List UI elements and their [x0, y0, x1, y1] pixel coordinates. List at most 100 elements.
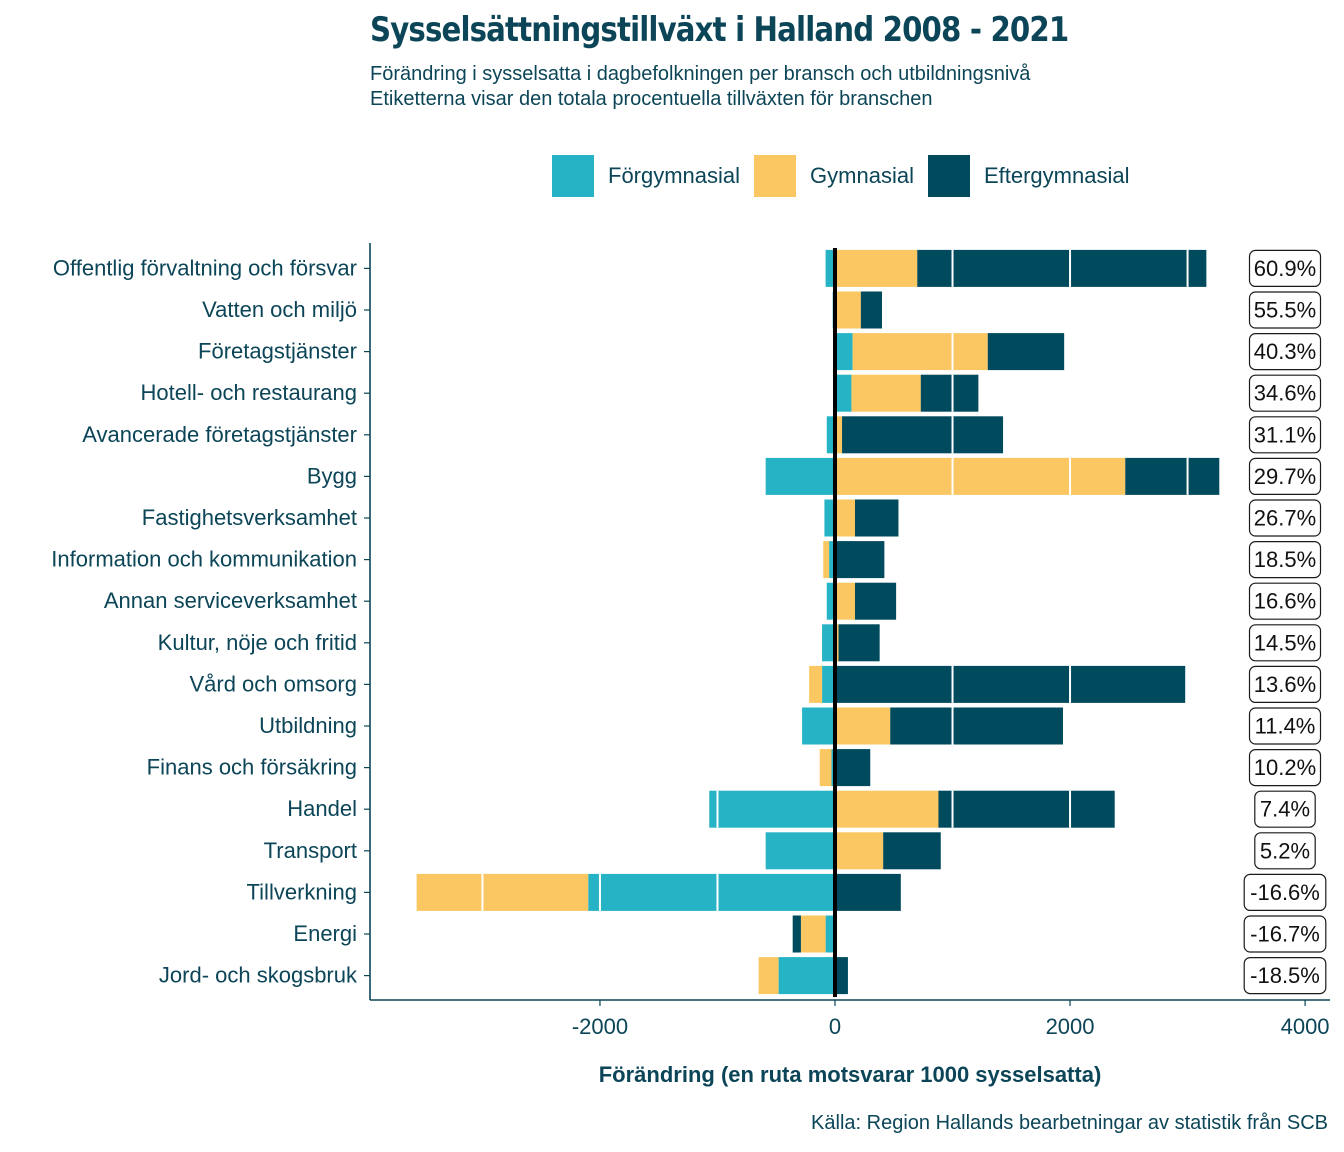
- total-growth-label: -16.6%: [1250, 880, 1320, 905]
- bar-segment-gymnasial: [852, 333, 988, 371]
- bar-segment-gymnasial: [823, 541, 830, 579]
- bar-segment-eftergymnasial: [883, 832, 941, 870]
- x-tick-label: -2000: [572, 1014, 628, 1039]
- y-tick-label: Utbildning: [259, 713, 357, 738]
- bar-segment-eftergymnasial: [987, 333, 1065, 371]
- total-growth-label-box: [1243, 915, 1327, 953]
- y-tick-label: Annan serviceverksamhet: [104, 588, 357, 613]
- total-growth-label: -18.5%: [1250, 963, 1320, 988]
- bar-segment-eftergymnasial: [917, 249, 1207, 287]
- total-growth-label-box: [1243, 873, 1327, 912]
- bar-segment-gymnasial: [835, 707, 891, 745]
- x-axis-label: Förändring (en ruta motsvarar 1000 sysse…: [598, 1062, 1102, 1087]
- chart-subtitle-line-1: Förändring i sysselsatta i dagbefolkning…: [370, 63, 1031, 85]
- y-tick-label: Offentlig förvaltning och försvar: [53, 255, 357, 280]
- y-tick-label: Transport: [264, 838, 357, 863]
- bar-segment-eftergymnasial: [835, 749, 871, 787]
- total-growth-label-box: [1248, 374, 1322, 412]
- total-growth-label-box: [1248, 499, 1322, 537]
- bar-segment-eftergymnasial: [860, 291, 883, 329]
- y-tick-label: Handel: [287, 796, 357, 821]
- bar-segment-förgymnasial: [709, 790, 835, 828]
- y-tick-label: Tillverkning: [247, 879, 357, 904]
- total-growth-label: 5.2%: [1260, 838, 1310, 863]
- bar-segment-eftergymnasial: [835, 873, 901, 911]
- x-tick-label: 0: [829, 1014, 841, 1039]
- bar-segment-gymnasial: [809, 665, 823, 703]
- total-growth-label: 14.5%: [1254, 630, 1316, 655]
- bar-segment-eftergymnasial: [890, 707, 1063, 745]
- bar-segment-förgymnasial: [824, 499, 835, 537]
- bar-segment-förgymnasial: [778, 957, 835, 995]
- total-growth-label: -16.7%: [1250, 922, 1320, 947]
- total-growth-label: 7.4%: [1260, 797, 1310, 822]
- y-tick-label: Bygg: [307, 463, 357, 488]
- total-growth-label: 13.6%: [1254, 672, 1316, 697]
- legend-label-forgymnasial: Förgymnasial: [608, 163, 741, 188]
- y-tick-label: Avancerade företagstjänster: [82, 422, 357, 447]
- bar-segment-förgymnasial: [826, 416, 835, 454]
- bar-segment-eftergymnasial: [1125, 457, 1220, 495]
- y-tick-label: Energi: [293, 921, 357, 946]
- total-growth-label-box: [1248, 707, 1322, 745]
- chart-title: Sysselsättningstillväxt i Halland 2008 -…: [370, 10, 1069, 50]
- bar-segment-eftergymnasial: [838, 624, 880, 662]
- total-growth-label: 18.5%: [1254, 547, 1316, 572]
- bar-segment-eftergymnasial: [920, 374, 979, 412]
- total-growth-label-box: [1248, 457, 1322, 495]
- x-tick-label: 4000: [1281, 1014, 1330, 1039]
- bar-segment-gymnasial: [835, 249, 918, 287]
- bar-segment-förgymnasial: [822, 665, 835, 703]
- total-growth-label: 55.5%: [1254, 298, 1316, 323]
- y-tick-label: Finans och försäkring: [147, 755, 357, 780]
- bar-segment-eftergymnasial: [854, 582, 897, 620]
- bar-segment-eftergymnasial: [938, 790, 1115, 828]
- y-tick-label: Information och kommunikation: [51, 547, 357, 572]
- bar-segment-förgymnasial: [835, 374, 852, 412]
- total-growth-label: 11.4%: [1255, 714, 1316, 739]
- bar-segment-gymnasial: [835, 499, 855, 537]
- legend-item-eftergymnasial: Eftergymnasial: [927, 155, 1129, 197]
- total-growth-label: 16.6%: [1254, 589, 1316, 614]
- legend-swatch-eftergymnasial: [927, 155, 970, 197]
- total-growth-label: 29.7%: [1254, 464, 1316, 489]
- legend-item-forgymnasial: Förgymnasial: [552, 155, 740, 197]
- total-growth-label-box: [1248, 540, 1322, 579]
- source-caption: Källa: Region Hallands bearbetningar av …: [811, 1112, 1328, 1134]
- total-growth-label: 26.7%: [1254, 506, 1316, 531]
- total-growth-label-box: [1243, 956, 1327, 995]
- bar-segment-gymnasial: [835, 582, 855, 620]
- bar-segment-förgymnasial: [826, 582, 835, 620]
- chart-subtitle-line-2: Etiketterna visar den totala procentuell…: [370, 88, 933, 110]
- bar-segment-förgymnasial: [835, 333, 853, 371]
- bar-segment-förgymnasial: [765, 832, 835, 870]
- bar-segment-förgymnasial: [802, 707, 835, 745]
- bar-segment-eftergymnasial: [854, 499, 899, 537]
- total-growth-label-box: [1248, 582, 1322, 620]
- y-tick-label: Företagstjänster: [198, 339, 357, 364]
- legend-label-gymnasial: Gymnasial: [810, 163, 914, 188]
- total-growth-label-box: [1248, 624, 1322, 662]
- total-growth-label: 31.1%: [1254, 422, 1316, 447]
- total-growth-label: 60.9%: [1254, 256, 1316, 281]
- legend-swatch-gymnasial: [754, 155, 797, 197]
- bar-segment-förgymnasial: [829, 541, 835, 579]
- bar-segment-förgymnasial: [825, 249, 835, 287]
- total-growth-label-box: [1248, 249, 1322, 287]
- total-growth-label-box: [1248, 748, 1322, 787]
- bar-segment-gymnasial: [835, 832, 884, 870]
- total-growth-label: 34.6%: [1254, 381, 1316, 406]
- bar-segment-förgymnasial: [825, 915, 835, 953]
- total-growth-label: 40.3%: [1254, 339, 1316, 364]
- y-tick-label: Fastighetsverksamhet: [142, 505, 357, 530]
- total-growth-label-box: [1248, 665, 1322, 704]
- bar-segment-eftergymnasial: [835, 665, 1186, 703]
- bar-segment-gymnasial: [835, 416, 843, 454]
- bar-segment-förgymnasial: [588, 873, 835, 911]
- bar-segment-gymnasial: [758, 957, 779, 995]
- y-tick-label: Vatten och miljö: [202, 297, 357, 322]
- total-growth-label-box: [1248, 416, 1322, 454]
- legend-swatch-forgymnasial: [552, 155, 594, 197]
- total-growth-label-box: [1254, 832, 1316, 870]
